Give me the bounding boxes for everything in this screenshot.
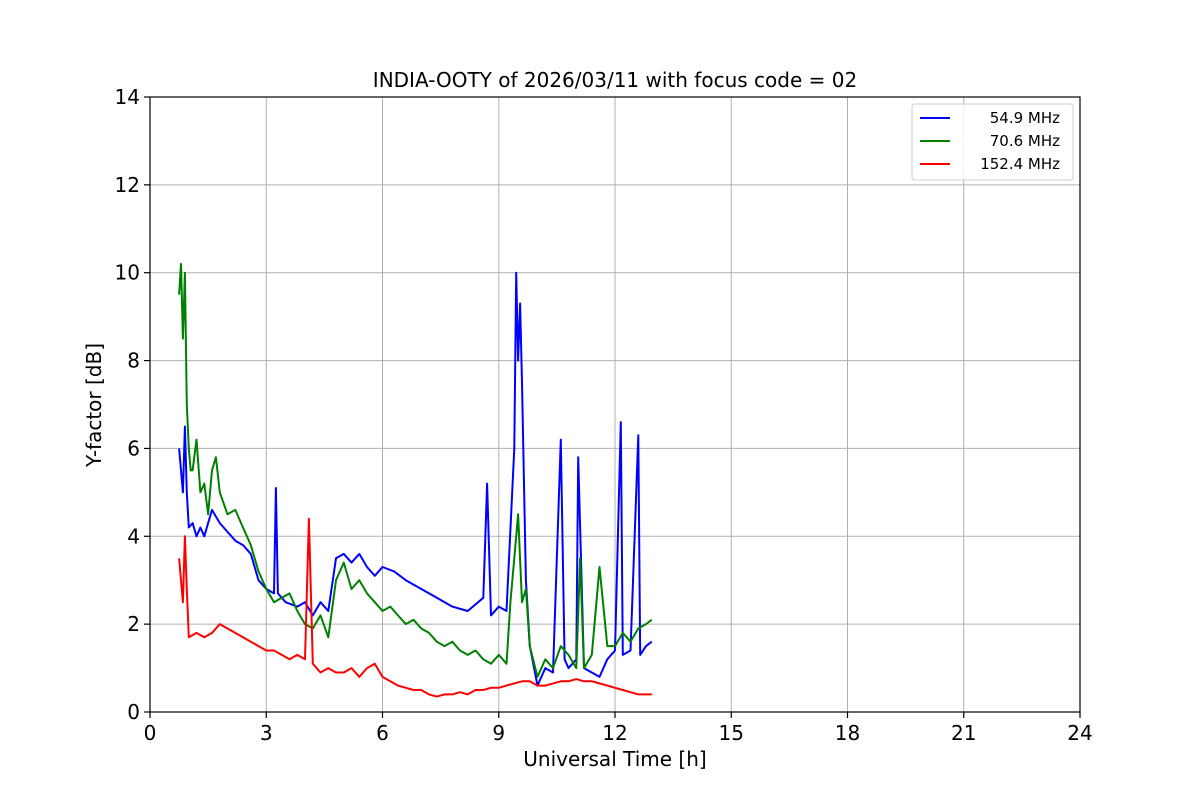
series-line-3 (178, 517, 652, 698)
plot-frame (149, 96, 1081, 713)
y-tick-label: 14 (115, 85, 140, 109)
x-tick-label: 15 (719, 721, 744, 745)
x-tick-label: 18 (835, 721, 860, 745)
x-tick-label: 6 (376, 721, 389, 745)
legend-label: 70.6 MHz (990, 132, 1060, 150)
legend-label: 54.9 MHz (990, 109, 1060, 127)
y-tick-label: 12 (115, 173, 140, 197)
x-tick-label: 3 (260, 721, 273, 745)
y-tick-label: 2 (127, 612, 140, 636)
legend-box (911, 103, 1074, 181)
legend-label: 152.4 MHz (980, 155, 1060, 173)
legend: 54.9 MHz 70.6 MHz 152.4 MHz (911, 103, 1074, 181)
series-line-2 (178, 262, 653, 678)
y-tick-label: 8 (127, 349, 140, 373)
x-tick-label: 21 (951, 721, 976, 745)
x-tick-label: 24 (1067, 721, 1092, 745)
x-axis-label: Universal Time [h] (523, 747, 706, 771)
y-tick-label: 4 (127, 524, 140, 548)
x-tick-label: 0 (144, 721, 157, 745)
x-tick-label: 12 (602, 721, 627, 745)
series-line-1 (178, 271, 653, 687)
y-tick-label: 6 (127, 436, 140, 460)
y-axis-label: Y-factor [dB] (82, 343, 106, 468)
y-tick-label: 10 (115, 261, 140, 285)
chart-title: INDIA-OOTY of 2026/03/11 with focus code… (373, 68, 857, 92)
x-tick-label: 9 (492, 721, 505, 745)
series-layer (178, 262, 653, 698)
y-tick-label: 0 (127, 700, 140, 724)
